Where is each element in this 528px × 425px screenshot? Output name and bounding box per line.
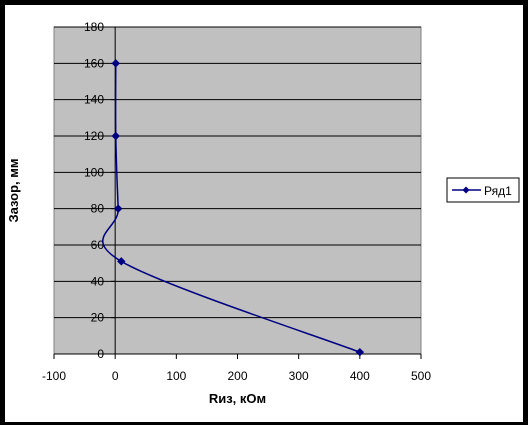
data-point-marker xyxy=(117,257,126,266)
x-tick-label: 100 xyxy=(166,369,186,383)
series-markers xyxy=(111,59,365,357)
legend-marker xyxy=(462,186,470,194)
series-line xyxy=(102,63,361,353)
x-axis-ticks: -100 0 100 200 300 400 500 xyxy=(42,354,431,383)
legend-label: Ряд1 xyxy=(484,184,512,198)
x-axis-title: Rиз, кОм xyxy=(209,391,266,406)
y-tick-label: 120 xyxy=(84,129,104,143)
data-point-marker xyxy=(114,204,123,213)
y-tick-label: 20 xyxy=(91,311,105,325)
data-point-marker xyxy=(355,347,365,357)
x-tick-label: -100 xyxy=(42,369,66,383)
y-tick-label: 100 xyxy=(84,165,104,179)
y-tick-label: 180 xyxy=(84,20,104,34)
x-tick-label: 300 xyxy=(289,369,309,383)
x-tick-label: 400 xyxy=(350,369,370,383)
x-tick-label: 200 xyxy=(227,369,247,383)
y-tick-label: 80 xyxy=(91,202,105,216)
legend: Ряд1 xyxy=(446,177,520,203)
y-tick-label: 40 xyxy=(91,274,105,288)
y-tick-label: 60 xyxy=(91,238,105,252)
y-tick-label: 140 xyxy=(84,93,104,107)
y-axis-title: Зазор, мм xyxy=(6,158,21,222)
x-tick-label: 500 xyxy=(411,369,431,383)
y-tick-label: 160 xyxy=(84,56,104,70)
x-tick-label: 0 xyxy=(112,369,119,383)
plot-area xyxy=(53,26,422,355)
data-point-marker xyxy=(111,59,120,68)
data-point-marker xyxy=(111,131,120,141)
